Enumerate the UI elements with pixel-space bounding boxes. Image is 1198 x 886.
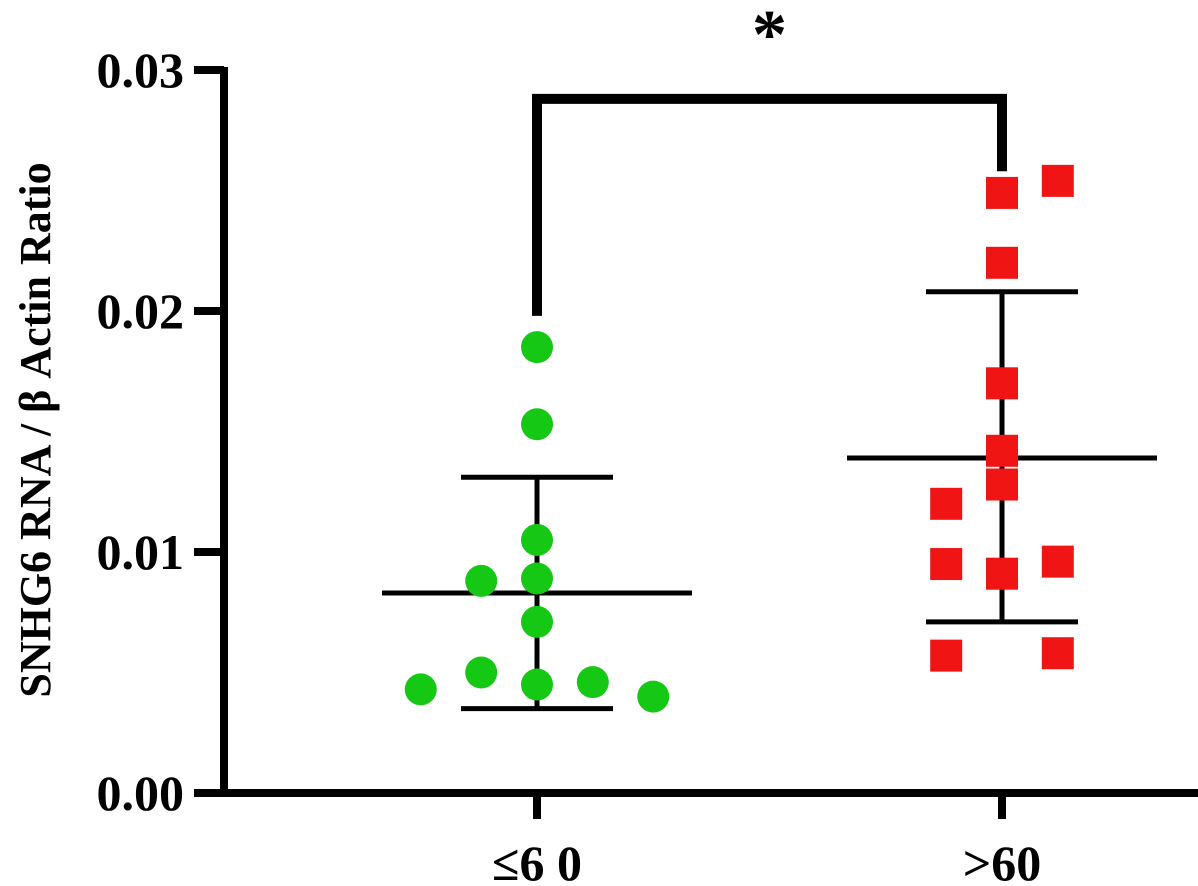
data-point-square — [1041, 545, 1074, 578]
data-point-square — [930, 548, 963, 581]
significance-bracket: * — [532, 0, 1007, 316]
data-point-circle — [576, 666, 609, 699]
y-axis-label: SNHG6 RNA / β Actin Ratio — [11, 162, 60, 697]
data-point-circle — [465, 656, 498, 689]
x-ticks: ≤6 0 >60 — [492, 793, 1041, 886]
data-point-circle — [521, 605, 553, 638]
data-point-circle — [404, 673, 437, 706]
x-tick-label: ≤6 0 — [492, 835, 582, 886]
data-point-circle — [521, 331, 553, 364]
y-tick-label: 0.01 — [97, 524, 185, 580]
data-point-square — [986, 434, 1018, 467]
data-point-square — [930, 639, 963, 672]
data-point-square — [986, 176, 1018, 209]
data-point-square — [986, 367, 1018, 400]
data-point-circle — [521, 408, 553, 441]
significance-label: * — [752, 0, 787, 74]
y-ticks: 0.00 0.01 0.02 0.03 — [97, 42, 224, 821]
data-point-square — [986, 557, 1018, 590]
data-point-circle — [465, 564, 498, 597]
data-point-square — [986, 468, 1018, 501]
data-point-circle — [521, 523, 553, 556]
data-point-circle — [521, 668, 553, 701]
data-point-square — [1041, 637, 1074, 670]
y-tick-label: 0.03 — [97, 42, 185, 98]
data-point-square — [930, 487, 963, 520]
data-point-square — [986, 246, 1018, 279]
bracket-line — [532, 93, 1007, 316]
axes — [220, 67, 1198, 797]
data-point-circle — [521, 562, 553, 595]
x-tick-label: >60 — [963, 835, 1042, 886]
data-points — [404, 164, 1074, 713]
y-tick-label: 0.02 — [97, 283, 185, 339]
data-point-square — [1041, 164, 1074, 197]
error-bars — [382, 289, 1157, 712]
data-point-circle — [637, 680, 670, 713]
y-tick-label: 0.00 — [97, 765, 185, 821]
